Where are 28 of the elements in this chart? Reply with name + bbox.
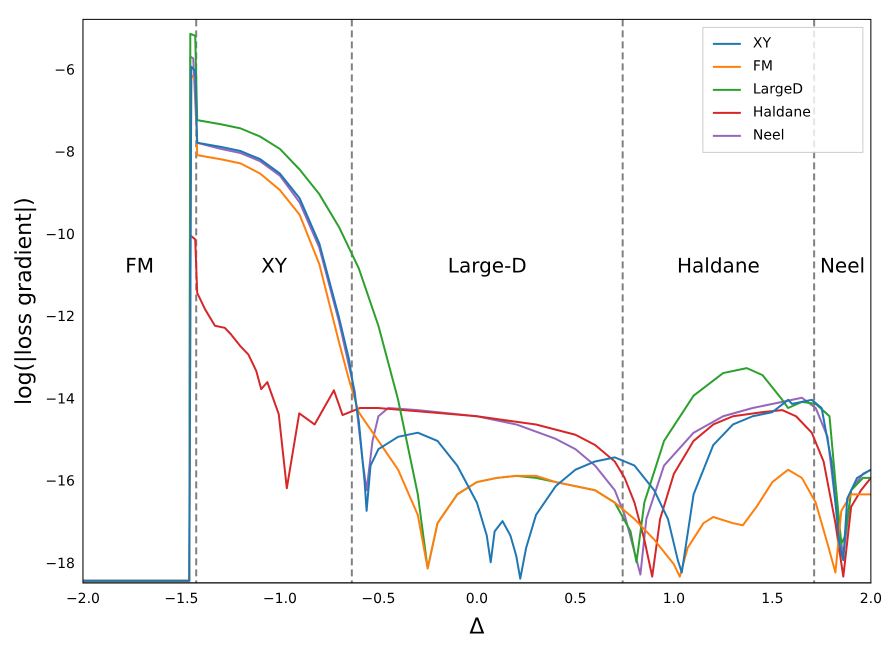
y-tick-label: −16 <box>45 474 76 490</box>
y-tick-label: −10 <box>45 226 75 243</box>
annotation: Neel <box>820 254 866 278</box>
y-tick-label: −8 <box>54 144 75 161</box>
annotation: FM <box>125 254 154 278</box>
y-tick-label: −12 <box>45 309 75 326</box>
x-tick-label: 2.0 <box>860 590 882 607</box>
x-tick-label: 0.5 <box>564 590 587 607</box>
x-tick-label: −0.5 <box>361 590 396 607</box>
y-tick-label: −18 <box>45 556 75 572</box>
y-tick-label: −6 <box>54 62 76 78</box>
annotation: Large-D <box>448 254 527 278</box>
x-tick-label: −2.0 <box>66 590 100 607</box>
x-tick-label: −1.5 <box>164 590 198 607</box>
legend-label: Haldane <box>752 104 811 121</box>
legend-label: LargeD <box>752 82 804 98</box>
x-tick-label: 1.5 <box>761 590 784 607</box>
legend-label: XY <box>752 36 772 52</box>
x-axis-title: Δ <box>469 614 484 640</box>
annotation: Haldane <box>677 254 760 278</box>
x-tick-label: 0.0 <box>466 590 488 607</box>
y-tick-label: −14 <box>45 391 76 408</box>
x-tick-label: 1.0 <box>662 590 686 607</box>
legend-label: FM <box>752 58 774 75</box>
x-tick-label: −1.0 <box>262 590 297 607</box>
legend-label: Neel <box>752 128 784 144</box>
y-axis-title: log(|loss gradient|) <box>12 197 37 405</box>
annotation: XY <box>261 254 288 278</box>
